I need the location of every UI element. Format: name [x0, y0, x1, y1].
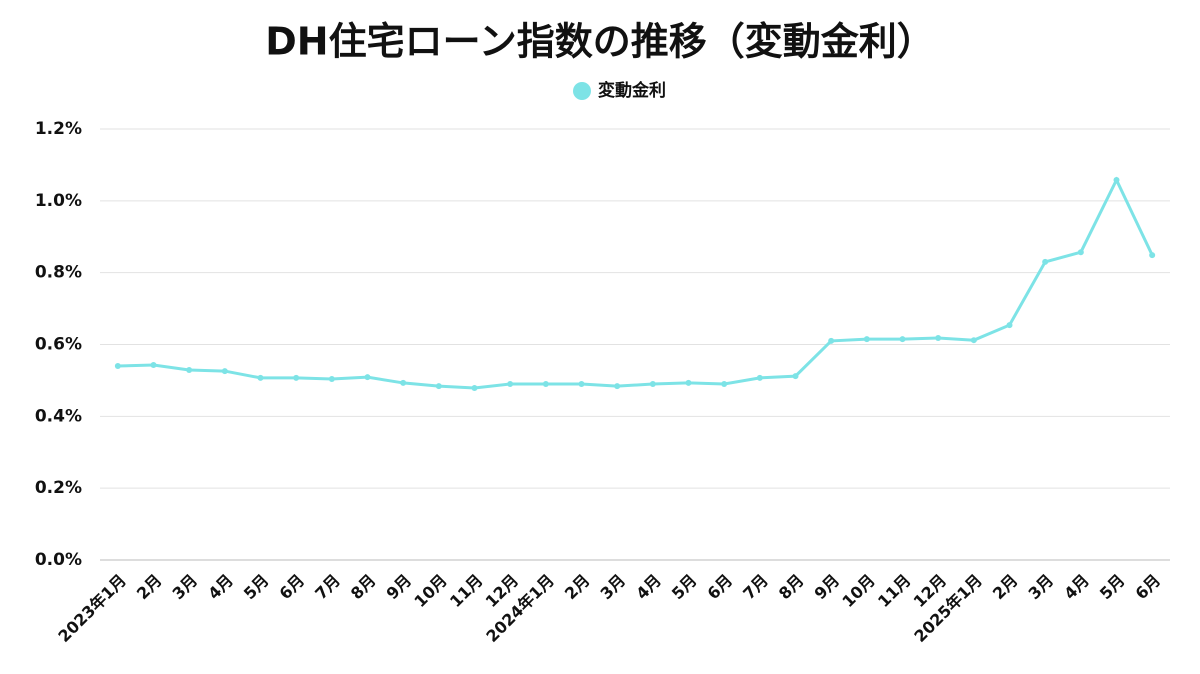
point — [114, 363, 121, 370]
x-tick-label: 8月 — [347, 571, 380, 604]
x-tick-label: 7月 — [311, 571, 344, 604]
point — [186, 367, 193, 374]
point — [721, 381, 728, 388]
x-tick-label: 4月 — [1060, 571, 1093, 604]
point — [507, 381, 514, 388]
x-tick-label: 4月 — [632, 571, 665, 604]
legend-label: 変動金利 — [598, 80, 666, 101]
y-tick-label: 0.4% — [35, 406, 82, 426]
x-tick-label: 3月 — [597, 571, 630, 604]
x-tick-label: 6月 — [276, 571, 309, 604]
x-tick-label: 6月 — [704, 571, 737, 604]
point — [542, 381, 549, 388]
point — [1113, 177, 1120, 184]
point — [471, 384, 478, 391]
point — [150, 361, 157, 368]
point — [792, 373, 799, 380]
x-tick-label: 3月 — [1025, 571, 1058, 604]
point — [863, 336, 870, 343]
point — [1006, 322, 1013, 329]
x-tick-label: 6月 — [1132, 571, 1165, 604]
y-tick-label: 0.2% — [35, 478, 82, 498]
legend-marker — [573, 82, 591, 100]
x-tick-label: 11月 — [446, 571, 487, 612]
x-tick-label: 5月 — [240, 571, 273, 604]
x-tick-label: 2月 — [133, 571, 166, 604]
point — [649, 381, 656, 388]
point — [935, 335, 942, 342]
y-tick-label: 1.2% — [35, 119, 82, 139]
point — [1149, 252, 1156, 259]
x-tick-label: 2023年1月 — [54, 571, 129, 646]
x-tick-label: 8月 — [775, 571, 808, 604]
y-tick-label: 0.8% — [35, 263, 82, 283]
point — [578, 381, 585, 388]
line — [117, 176, 1154, 390]
x-tick-label: 4月 — [204, 571, 237, 604]
x-tick-label: 11月 — [874, 571, 915, 612]
x-tick-label: 10月 — [410, 571, 451, 612]
chart-title: DH住宅ローン指数の推移（変動金利） — [265, 20, 934, 64]
x-tick-label: 10月 — [838, 571, 879, 612]
point — [1042, 258, 1049, 265]
x-tick-label: 3月 — [169, 571, 202, 604]
y-tick-label: 0.6% — [35, 335, 82, 355]
point — [364, 374, 371, 381]
point — [400, 379, 407, 386]
point — [435, 383, 442, 390]
point — [1077, 249, 1084, 256]
x-tick-label: 2月 — [561, 571, 594, 604]
point — [828, 337, 835, 344]
point — [614, 383, 621, 390]
y-tick-label: 0.0% — [35, 550, 82, 570]
x-tick-label: 5月 — [1096, 571, 1129, 604]
x-tick-label: 7月 — [739, 571, 772, 604]
x-tick-label: 2月 — [989, 571, 1022, 604]
point — [221, 368, 228, 375]
point — [899, 336, 906, 343]
point — [293, 374, 300, 381]
point — [685, 379, 692, 386]
point — [970, 337, 977, 344]
x-tick-label: 5月 — [668, 571, 701, 604]
y-tick-label: 1.0% — [35, 191, 82, 211]
point — [328, 375, 335, 382]
point — [257, 374, 264, 381]
point — [756, 374, 763, 381]
